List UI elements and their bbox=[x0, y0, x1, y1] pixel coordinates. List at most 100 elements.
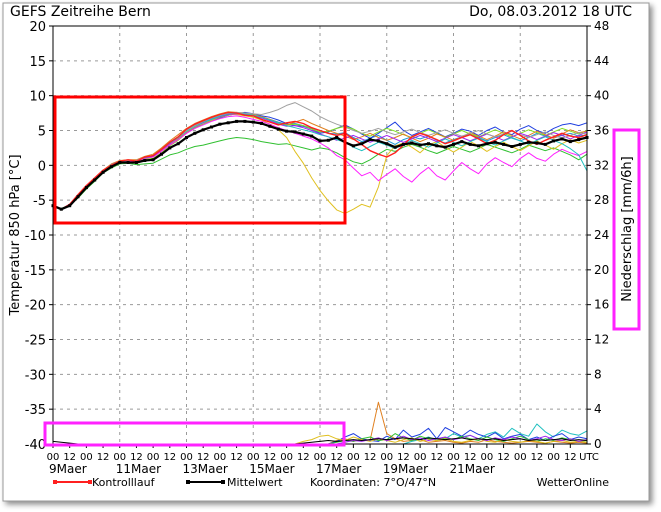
legend-control-marker-left bbox=[53, 480, 57, 484]
brand-label: WetterOnline bbox=[537, 476, 610, 489]
y2-tick-label: 12 bbox=[594, 333, 609, 347]
y2-tick-label: 16 bbox=[594, 298, 609, 312]
mean-point bbox=[435, 144, 439, 148]
mean-point bbox=[68, 204, 72, 208]
y2-axis-label: Niederschlag [mm/6h] bbox=[620, 156, 635, 301]
y2-tick-label: 28 bbox=[594, 193, 609, 207]
date-tick-label: 17Maer bbox=[316, 462, 361, 476]
mean-point bbox=[185, 136, 188, 139]
mean-point bbox=[518, 142, 522, 146]
hour-tick-label: 00 bbox=[414, 452, 427, 463]
mean-point bbox=[243, 119, 247, 123]
hour-tick-label: 12 bbox=[197, 452, 210, 463]
y-tick-label: 20 bbox=[29, 20, 46, 35]
mean-point bbox=[535, 141, 539, 145]
y-axis-left: 20 15 10 5 0 -5 -10 -15 -20 -25 -30 -35 -40 bbox=[25, 20, 53, 453]
mean-point bbox=[527, 140, 531, 144]
legend: Kontrolllauf Mittelwert Koordinaten: 7°O… bbox=[53, 476, 609, 489]
hour-tick-label: 00 bbox=[481, 452, 494, 463]
mean-point bbox=[368, 138, 372, 142]
mean-point bbox=[326, 138, 330, 142]
mean-point bbox=[76, 195, 80, 199]
hour-tick-label: 12 bbox=[230, 452, 243, 463]
highlight-temperature-box bbox=[53, 95, 347, 225]
ensemble-series-line bbox=[52, 137, 588, 209]
mean-point bbox=[385, 142, 389, 146]
hour-tick-label: 12 bbox=[330, 452, 343, 463]
issued-timestamp: Do, 08.03.2012 18 UTC bbox=[469, 4, 632, 20]
hour-tick-label: 00 bbox=[247, 452, 260, 463]
mean-point bbox=[493, 140, 497, 144]
hour-tick-label: 00 bbox=[214, 452, 227, 463]
hour-tick-label: 12 bbox=[464, 452, 477, 463]
mean-point bbox=[168, 146, 172, 150]
date-tick-label: 13Maer bbox=[183, 462, 228, 476]
mean-point bbox=[443, 145, 447, 149]
mean-point bbox=[401, 142, 405, 146]
mean-point bbox=[109, 165, 113, 169]
chart-title: GEFS Zeitreihe Bern bbox=[10, 4, 151, 20]
mean-point bbox=[427, 142, 430, 146]
mean-point bbox=[101, 170, 105, 174]
mean-point bbox=[151, 158, 155, 162]
mean-point bbox=[176, 142, 180, 146]
control-line bbox=[52, 111, 588, 210]
mean-point bbox=[143, 159, 147, 162]
y-tick-label: -30 bbox=[25, 368, 46, 383]
y2-tick-label: 44 bbox=[594, 54, 609, 68]
hour-tick-label: 12 bbox=[397, 452, 410, 463]
hour-tick-label: 12 bbox=[497, 452, 510, 463]
hour-tick-label: 00 bbox=[113, 452, 126, 463]
y-tick-label: -40 bbox=[25, 438, 46, 453]
mean-point bbox=[134, 161, 138, 164]
mean-point bbox=[260, 122, 264, 125]
hour-tick-label: 12 bbox=[130, 452, 143, 463]
mean-point bbox=[360, 142, 364, 146]
hour-tick-label: 12 bbox=[531, 452, 544, 463]
mean-point bbox=[118, 161, 122, 164]
mean-point bbox=[502, 142, 506, 146]
mean-point bbox=[318, 139, 322, 143]
mean-point bbox=[193, 131, 197, 135]
mean-point bbox=[510, 145, 514, 148]
y-axis-label: Temperatur 850 hPa [°C] bbox=[8, 154, 23, 316]
mean-point bbox=[452, 142, 455, 146]
legend-mean-marker-right bbox=[221, 480, 225, 484]
mean-point bbox=[285, 129, 289, 133]
hour-tick-label: 12 bbox=[163, 452, 176, 463]
hour-tick-label: 00 bbox=[80, 452, 93, 463]
mean-point bbox=[543, 142, 547, 146]
y2-tick-label: 8 bbox=[594, 367, 602, 381]
date-tick-label: 21Maer bbox=[450, 462, 495, 476]
mean-point bbox=[552, 139, 556, 143]
legend-mean-marker-left bbox=[186, 480, 190, 484]
y2-tick-label: 32 bbox=[594, 158, 609, 172]
y2-tick-label: 40 bbox=[594, 89, 609, 103]
mean-point bbox=[351, 144, 355, 148]
hour-tick-label: 00 bbox=[180, 452, 193, 463]
x-axis: 00 12 00 12 00 12 00 12 00 12 00 12 00 12 00 12 00 12 00 12… bbox=[47, 444, 599, 476]
mean-point bbox=[226, 121, 230, 125]
hour-tick-label: 12 bbox=[564, 452, 577, 463]
y-tick-label: 10 bbox=[29, 90, 46, 105]
mean-point bbox=[251, 120, 255, 124]
ensemble-series-line bbox=[52, 115, 588, 210]
y-tick-label: 0 bbox=[38, 159, 46, 174]
legend-control-marker-right bbox=[88, 480, 92, 484]
y-tick-label: 5 bbox=[38, 125, 46, 140]
hour-tick-label: 00 bbox=[380, 452, 393, 463]
mean-point bbox=[160, 152, 163, 156]
y2-tick-label: 4 bbox=[594, 402, 602, 416]
hour-tick-label: 00 bbox=[314, 452, 327, 463]
hour-tick-label: 00 bbox=[147, 452, 160, 463]
y-tick-label: -25 bbox=[25, 334, 46, 349]
highlight-precip-label-box bbox=[612, 128, 641, 331]
hour-tick-label: 12 bbox=[297, 452, 310, 463]
mean-point bbox=[477, 144, 480, 148]
date-tick-label: 15Maer bbox=[249, 462, 294, 476]
mean-point bbox=[126, 161, 130, 164]
mean-point bbox=[560, 137, 564, 141]
mean-point bbox=[335, 136, 339, 139]
